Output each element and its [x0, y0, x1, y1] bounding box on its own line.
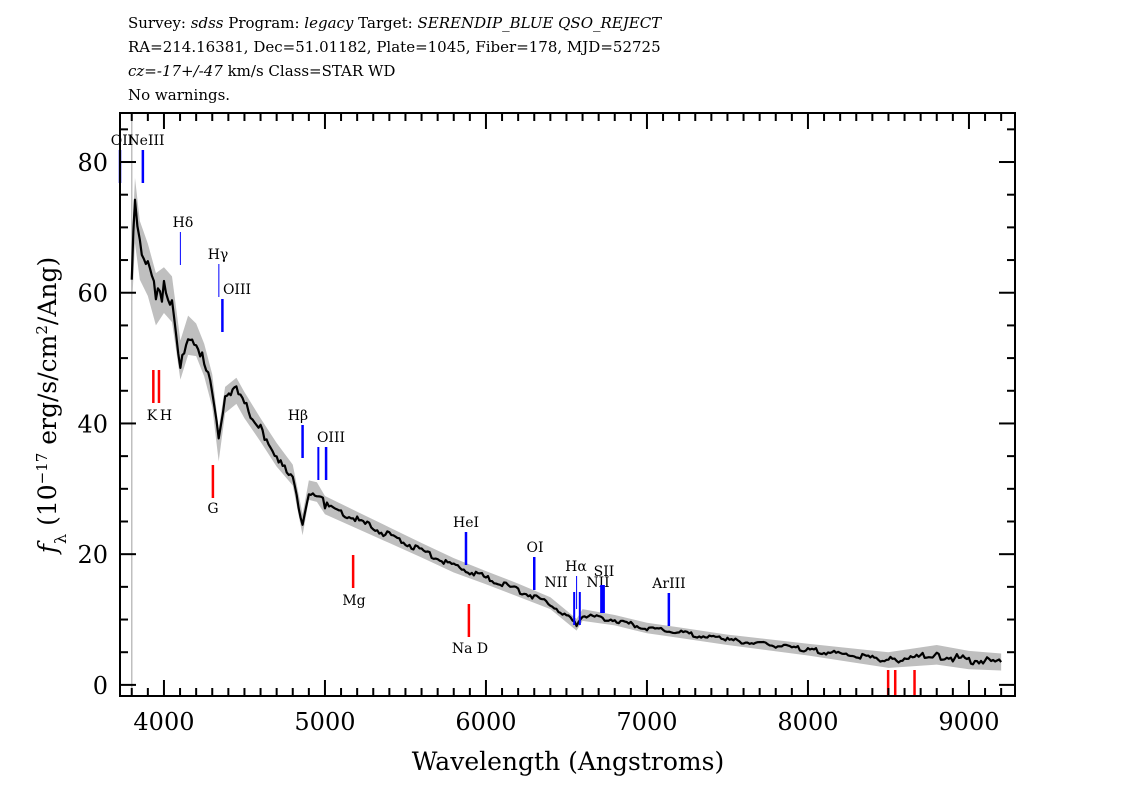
flux-line [130, 198, 1003, 666]
class-text: km/s Class=STAR WD [222, 62, 396, 80]
emission-line-label: OIII [223, 282, 251, 298]
y-tick-label: 0 [93, 672, 108, 700]
x-tick-label: 6000 [455, 708, 516, 736]
emission-line-label: ArIII [651, 576, 685, 592]
cz-value: cz=-17+/-47 [128, 62, 223, 80]
y-tick-label: 80 [77, 149, 108, 177]
target-label: Target: [353, 14, 418, 32]
y-tick-label: 60 [77, 280, 108, 308]
absorption-line-label: K [147, 408, 158, 424]
x-tick-label: 5000 [294, 708, 355, 736]
x-tick-label: 7000 [616, 708, 677, 736]
absorption-line-label: Mg [342, 593, 365, 609]
program-value: legacy [304, 14, 354, 32]
y-tick-label: 40 [77, 410, 108, 438]
emission-line-label: NII [544, 575, 567, 591]
absorption-line-label: G [207, 501, 218, 517]
error-band [131, 177, 1002, 671]
header-line-redshift: cz=-17+/-47 km/s Class=STAR WD [128, 62, 395, 80]
header-line-warnings: No warnings. [128, 86, 231, 104]
absorption-line-label: Na D [452, 641, 488, 657]
emission-line-label: OIII [317, 430, 345, 446]
emission-line-label: OII [111, 133, 134, 149]
program-label: Program: [223, 14, 305, 32]
y-tick-label: 20 [77, 541, 108, 569]
emission-line-label: HeI [453, 515, 479, 531]
survey-label: Survey: [128, 14, 191, 32]
absorption-line-label: H [160, 408, 172, 424]
x-tick-label: 8000 [777, 708, 838, 736]
emission-line-label: OI [526, 540, 543, 556]
target-value: SERENDIP_BLUE QSO_REJECT [417, 14, 662, 32]
plot-frame [119, 112, 1016, 697]
x-axis-label: Wavelength (Angstroms) [412, 747, 724, 776]
emission-line-label: SII [594, 564, 615, 580]
x-tick-label: 9000 [938, 708, 999, 736]
emission-line-label: NeIII [127, 133, 164, 149]
emission-line-label: Hα [565, 559, 587, 575]
x-tick-label: 4000 [133, 708, 194, 736]
emission-line-label: Hβ [288, 408, 308, 424]
survey-value: sdss [190, 14, 224, 32]
header-line-coords: RA=214.16381, Dec=51.01182, Plate=1045, … [128, 38, 661, 56]
emission-line-label: Hγ [208, 247, 229, 263]
emission-line-label: Hδ [173, 215, 194, 231]
y-axis-label: fλ (10−17 erg/s/cm2/Ang) [33, 257, 70, 556]
header-line-survey: Survey: sdss Program: legacy Target: SER… [128, 14, 661, 32]
